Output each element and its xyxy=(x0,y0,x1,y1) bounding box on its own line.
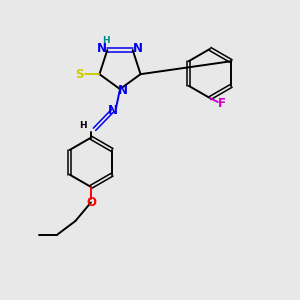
Text: H: H xyxy=(79,121,86,130)
Text: H: H xyxy=(102,36,110,45)
Text: N: N xyxy=(97,42,107,55)
Text: N: N xyxy=(133,42,143,55)
Text: N: N xyxy=(118,84,128,97)
Text: F: F xyxy=(218,97,225,110)
Text: N: N xyxy=(107,104,118,117)
Text: S: S xyxy=(75,68,83,81)
Text: O: O xyxy=(86,196,96,209)
